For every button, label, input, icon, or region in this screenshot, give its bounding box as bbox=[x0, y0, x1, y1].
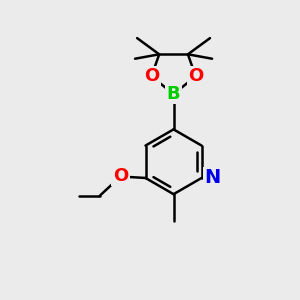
Text: B: B bbox=[167, 85, 180, 103]
Text: O: O bbox=[113, 167, 128, 185]
Text: O: O bbox=[144, 68, 159, 85]
Text: N: N bbox=[205, 169, 221, 188]
Text: O: O bbox=[188, 68, 203, 85]
